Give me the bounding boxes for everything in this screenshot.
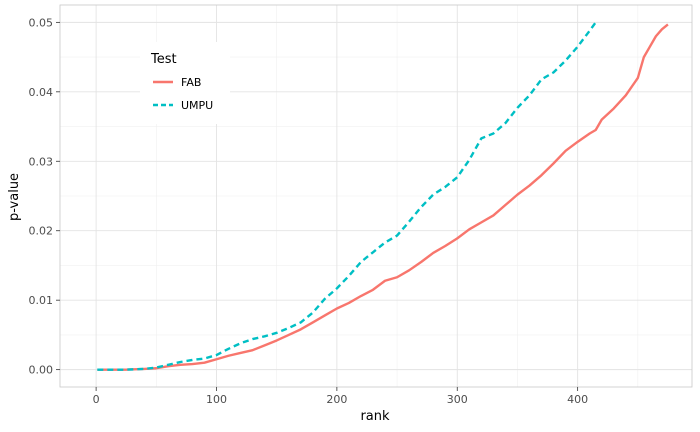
series-layer: [97, 21, 669, 371]
legend-label-umpu: UMPU: [181, 99, 213, 112]
legend-label-fab: FAB: [181, 76, 201, 89]
y-axis-ticks: 0.00 0.01 0.02 0.03 0.04 0.05: [29, 16, 60, 377]
x-axis-title: rank: [360, 409, 390, 424]
y-tick-label: 0.04: [29, 86, 54, 99]
y-axis-title: p-value: [7, 173, 22, 221]
series-line-umpu: [97, 21, 597, 371]
legend-items: FAB UMPU: [153, 76, 213, 112]
y-tick-label: 0.05: [29, 16, 54, 29]
legend: Test FAB UMPU: [140, 42, 230, 124]
y-tick-label: 0.00: [29, 364, 54, 377]
y-tick-label: 0.02: [29, 225, 54, 238]
x-tick-label: 100: [206, 393, 227, 406]
panel-border: [59, 4, 693, 388]
y-tick-label: 0.01: [29, 294, 54, 307]
x-tick-label: 400: [567, 393, 588, 406]
x-tick-label: 200: [326, 393, 347, 406]
x-tick-label: 0: [93, 393, 100, 406]
series-line-fab: [97, 23, 669, 371]
x-tick-label: 300: [447, 393, 468, 406]
legend-title: Test: [150, 52, 177, 67]
minor-gridlines: [60, 5, 692, 387]
x-axis-ticks: 0 100 200 300 400: [93, 387, 588, 406]
y-tick-label: 0.03: [29, 155, 54, 168]
